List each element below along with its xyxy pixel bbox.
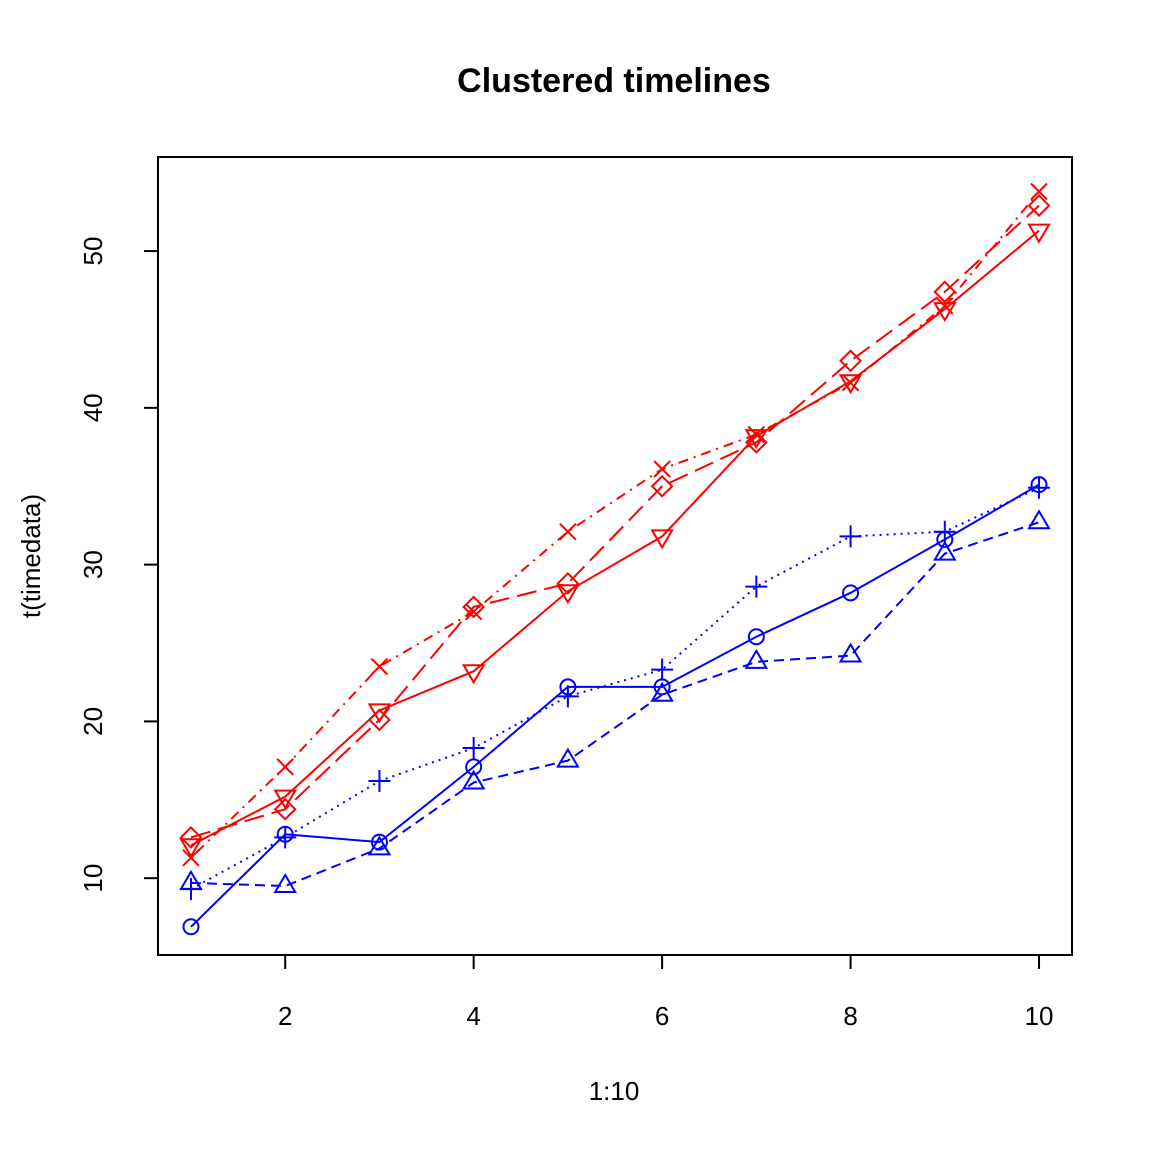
point-diamond — [556, 572, 580, 595]
series-1 — [182, 476, 1048, 936]
point-diamond — [273, 797, 297, 821]
y-tick-label: 40 — [78, 393, 108, 422]
point-triangle-down — [179, 838, 203, 859]
point-triangle — [461, 769, 486, 790]
x-tick-label: 10 — [1025, 1001, 1054, 1031]
x-tick-label: 2 — [278, 1001, 292, 1031]
series-line — [190, 190, 1040, 859]
x-axis-label: 1:10 — [589, 1076, 640, 1106]
y-tick-label: 10 — [78, 864, 108, 893]
point-plus — [839, 525, 862, 548]
point-triangle-down — [1027, 223, 1051, 244]
point-cross — [370, 657, 389, 676]
point-plus — [1028, 476, 1051, 499]
point-cross — [747, 425, 766, 444]
x-tick-label: 8 — [843, 1001, 857, 1031]
point-triangle — [556, 747, 580, 768]
point-cross — [464, 602, 483, 621]
point-circle — [370, 833, 388, 851]
point-diamond — [839, 349, 862, 373]
point-triangle — [838, 642, 863, 663]
y-tick-label: 20 — [78, 707, 108, 736]
y-tick-label: 30 — [78, 550, 108, 579]
series-2 — [179, 509, 1051, 894]
point-triangle-down — [838, 374, 863, 395]
point-triangle — [1027, 509, 1051, 530]
point-triangle-down — [556, 584, 580, 605]
point-circle — [465, 758, 483, 776]
series-line — [190, 483, 1040, 928]
point-plus — [179, 878, 202, 901]
point-triangle-down — [273, 789, 297, 810]
point-cross — [936, 297, 954, 315]
point-diamond — [744, 430, 768, 454]
point-plus — [274, 826, 297, 849]
point-cross — [182, 849, 200, 867]
series-line — [190, 486, 1040, 891]
point-cross — [559, 522, 577, 541]
point-cross — [841, 374, 860, 392]
series-line — [190, 229, 1040, 847]
point-triangle — [650, 681, 674, 702]
point-plus — [368, 769, 391, 792]
axes: 2 4 6 8 10 10 20 30 40 50 — [78, 237, 1053, 1031]
series-group — [179, 182, 1051, 936]
series-line — [190, 204, 1040, 839]
point-diamond — [650, 474, 674, 498]
point-triangle — [744, 648, 769, 669]
x-tick-label: 4 — [466, 1001, 480, 1031]
point-diamond — [179, 826, 203, 849]
point-plus — [556, 685, 579, 708]
point-diamond — [1027, 194, 1051, 218]
point-circle — [747, 628, 765, 646]
y-tick-label: 50 — [78, 237, 108, 266]
point-cross — [276, 758, 294, 776]
point-triangle — [933, 540, 957, 561]
series-4 — [179, 223, 1051, 859]
point-triangle — [273, 873, 297, 894]
y-axis-label: t(timedata) — [16, 494, 46, 618]
x-tick-label: 6 — [655, 1001, 669, 1031]
point-plus — [745, 575, 768, 598]
point-circle — [842, 584, 860, 602]
point-cross — [653, 460, 671, 478]
series-5 — [179, 194, 1051, 849]
point-cross — [1030, 182, 1048, 201]
series-line — [190, 521, 1040, 888]
point-diamond — [933, 280, 957, 304]
point-triangle — [367, 835, 392, 856]
point-plus — [462, 737, 485, 760]
point-triangle-down — [650, 529, 674, 550]
point-plus — [651, 658, 674, 681]
point-diamond — [368, 708, 391, 732]
point-triangle-down — [461, 664, 486, 685]
point-circle — [182, 918, 200, 936]
chart-title: Clustered timelines — [457, 62, 771, 100]
series-3 — [179, 476, 1051, 901]
point-plus — [933, 520, 956, 543]
series-6 — [182, 182, 1048, 867]
